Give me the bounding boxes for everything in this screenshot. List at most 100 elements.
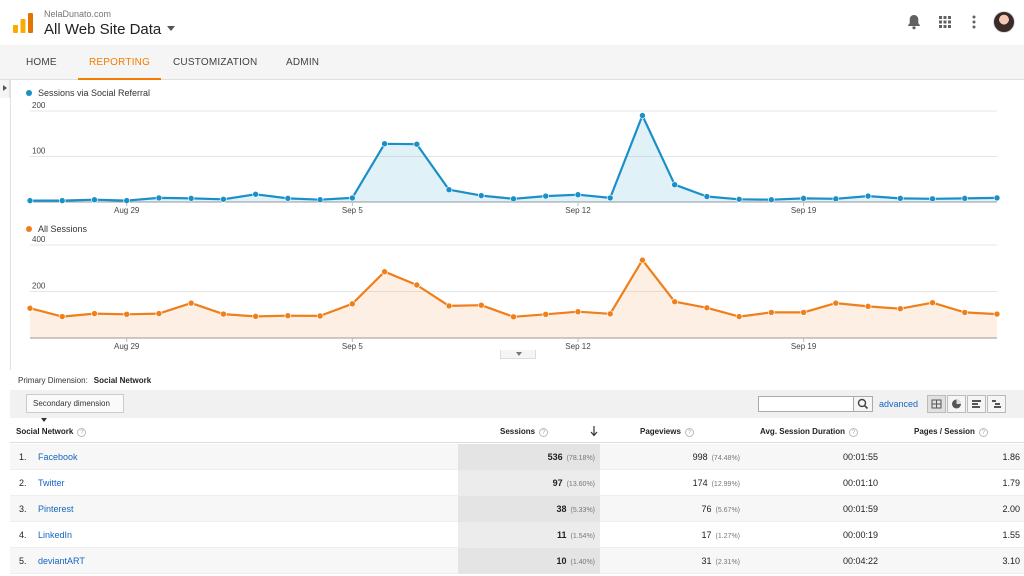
- more-vert-icon[interactable]: [965, 13, 983, 31]
- col-header-sessions[interactable]: Sessions?: [500, 420, 549, 443]
- comparison-view-button[interactable]: [987, 395, 1006, 413]
- pie-view-button[interactable]: [947, 395, 966, 413]
- data-point: [639, 112, 646, 119]
- bell-icon[interactable]: [905, 13, 923, 31]
- primary-dimension-value[interactable]: Social Network: [93, 376, 152, 385]
- tab-customization[interactable]: CUSTOMIZATION: [173, 57, 258, 68]
- row-index: 2.: [19, 478, 27, 488]
- data-point: [252, 313, 259, 320]
- performance-view-button[interactable]: [967, 395, 986, 413]
- data-point: [58, 197, 66, 204]
- sorted-column-bg: [458, 522, 600, 548]
- pages-per-session-value: 1.86: [1002, 452, 1020, 462]
- sessions-percent: (1.54%): [570, 533, 595, 540]
- data-point: [445, 302, 453, 310]
- data-point: [703, 193, 711, 200]
- data-point: [477, 192, 485, 199]
- tab-reporting[interactable]: REPORTING: [78, 45, 162, 80]
- table-header: Social Network? Sessions? Pageviews? Avg…: [10, 420, 1024, 443]
- sidebar-toggle[interactable]: [0, 80, 10, 98]
- view-selector[interactable]: All Web Site Data: [44, 21, 176, 38]
- table-search-input[interactable]: [758, 396, 854, 412]
- header-label: Pages / Session: [914, 427, 975, 436]
- y-tick-label: 200: [32, 101, 46, 110]
- tab-admin[interactable]: ADMIN: [286, 57, 320, 68]
- sorted-column-bg: [458, 444, 600, 470]
- table-row: 5. deviantART 10 (1.40%) 31 (2.31%) 00:04:…: [10, 548, 1024, 574]
- row-index: 4.: [19, 530, 27, 540]
- col-header-social-network[interactable]: Social Network?: [16, 420, 87, 443]
- top-bar: NelaDunato.com All Web Site Data: [0, 0, 1024, 45]
- data-point: [768, 196, 775, 204]
- data-point: [187, 299, 195, 307]
- sessions-value: 536: [547, 452, 563, 462]
- data-point: [929, 299, 936, 306]
- social-network-link[interactable]: deviantART: [38, 556, 85, 566]
- table-view-button[interactable]: [927, 395, 946, 413]
- data-point: [961, 195, 969, 202]
- data-point: [26, 304, 34, 312]
- sorted-column-bg: [458, 496, 600, 522]
- col-header-pageviews[interactable]: Pageviews?: [640, 420, 694, 443]
- analytics-logo-icon[interactable]: [13, 13, 33, 33]
- collapse-chart-button[interactable]: [500, 350, 536, 359]
- search-button[interactable]: [853, 396, 873, 412]
- search-icon: [857, 398, 869, 410]
- row-index: 1.: [19, 452, 27, 462]
- header-label: Pageviews: [640, 427, 681, 436]
- data-point: [703, 304, 711, 312]
- header-label: Social Network: [16, 427, 74, 436]
- pages-per-session-value: 1.55: [1002, 530, 1020, 540]
- data-point: [510, 313, 517, 321]
- social-network-link[interactable]: Facebook: [38, 452, 78, 462]
- data-point: [155, 194, 163, 202]
- data-point: [349, 194, 356, 202]
- data-point: [606, 310, 614, 318]
- social-network-link[interactable]: Pinterest: [38, 504, 74, 514]
- data-point: [445, 186, 453, 194]
- apps-grid-icon[interactable]: [936, 13, 954, 31]
- data-point: [26, 197, 34, 204]
- data-point: [864, 192, 872, 200]
- sort-descending-icon[interactable]: [589, 425, 599, 437]
- secondary-dimension-dropdown[interactable]: Secondary dimension: [26, 394, 124, 422]
- data-point: [864, 303, 872, 310]
- data-point: [542, 310, 550, 318]
- pageviews-percent: (1.27%): [715, 533, 740, 540]
- sessions-percent: (1.40%): [570, 559, 595, 566]
- y-tick-label: 100: [32, 147, 46, 156]
- tab-home[interactable]: HOME: [26, 57, 57, 68]
- advanced-filter-link[interactable]: advanced: [879, 399, 919, 409]
- social-network-link[interactable]: LinkedIn: [38, 530, 73, 540]
- avatar[interactable]: [993, 11, 1015, 33]
- data-point: [768, 309, 775, 316]
- help-icon[interactable]: ?: [539, 428, 549, 437]
- legend-label: All Sessions: [38, 224, 88, 234]
- primary-dimension: Primary Dimension: Social Network: [18, 376, 151, 385]
- col-header-avg-session-duration[interactable]: Avg. Session Duration?: [760, 420, 859, 443]
- help-icon[interactable]: ?: [684, 428, 694, 437]
- pageviews-percent: (2.31%): [715, 559, 740, 566]
- pageviews-percent: (74.48%): [711, 455, 740, 462]
- help-icon[interactable]: ?: [77, 428, 87, 437]
- sidebar-divider: [10, 80, 11, 370]
- table-row: 2. Twitter 97 (13.60%) 174 (12.99%) 00:01:…: [10, 470, 1024, 496]
- sessions-value: 10: [556, 556, 567, 566]
- data-point: [413, 140, 421, 148]
- data-point: [800, 309, 807, 316]
- data-point: [349, 300, 356, 308]
- sessions-percent: (13.60%): [566, 481, 595, 488]
- bar-list-icon: [972, 400, 981, 408]
- col-header-pages-per-session[interactable]: Pages / Session?: [914, 420, 988, 443]
- data-point: [896, 305, 904, 313]
- help-icon[interactable]: ?: [978, 428, 988, 437]
- social-network-link[interactable]: Twitter: [38, 478, 65, 488]
- help-icon[interactable]: ?: [849, 428, 859, 437]
- data-point: [671, 298, 678, 306]
- data-point: [381, 268, 388, 276]
- data-point: [413, 281, 421, 289]
- pages-per-session-value: 2.00: [1002, 504, 1020, 514]
- x-tick-label: Sep 19: [791, 342, 817, 351]
- data-point: [123, 310, 130, 318]
- sessions-value: 11: [556, 530, 567, 540]
